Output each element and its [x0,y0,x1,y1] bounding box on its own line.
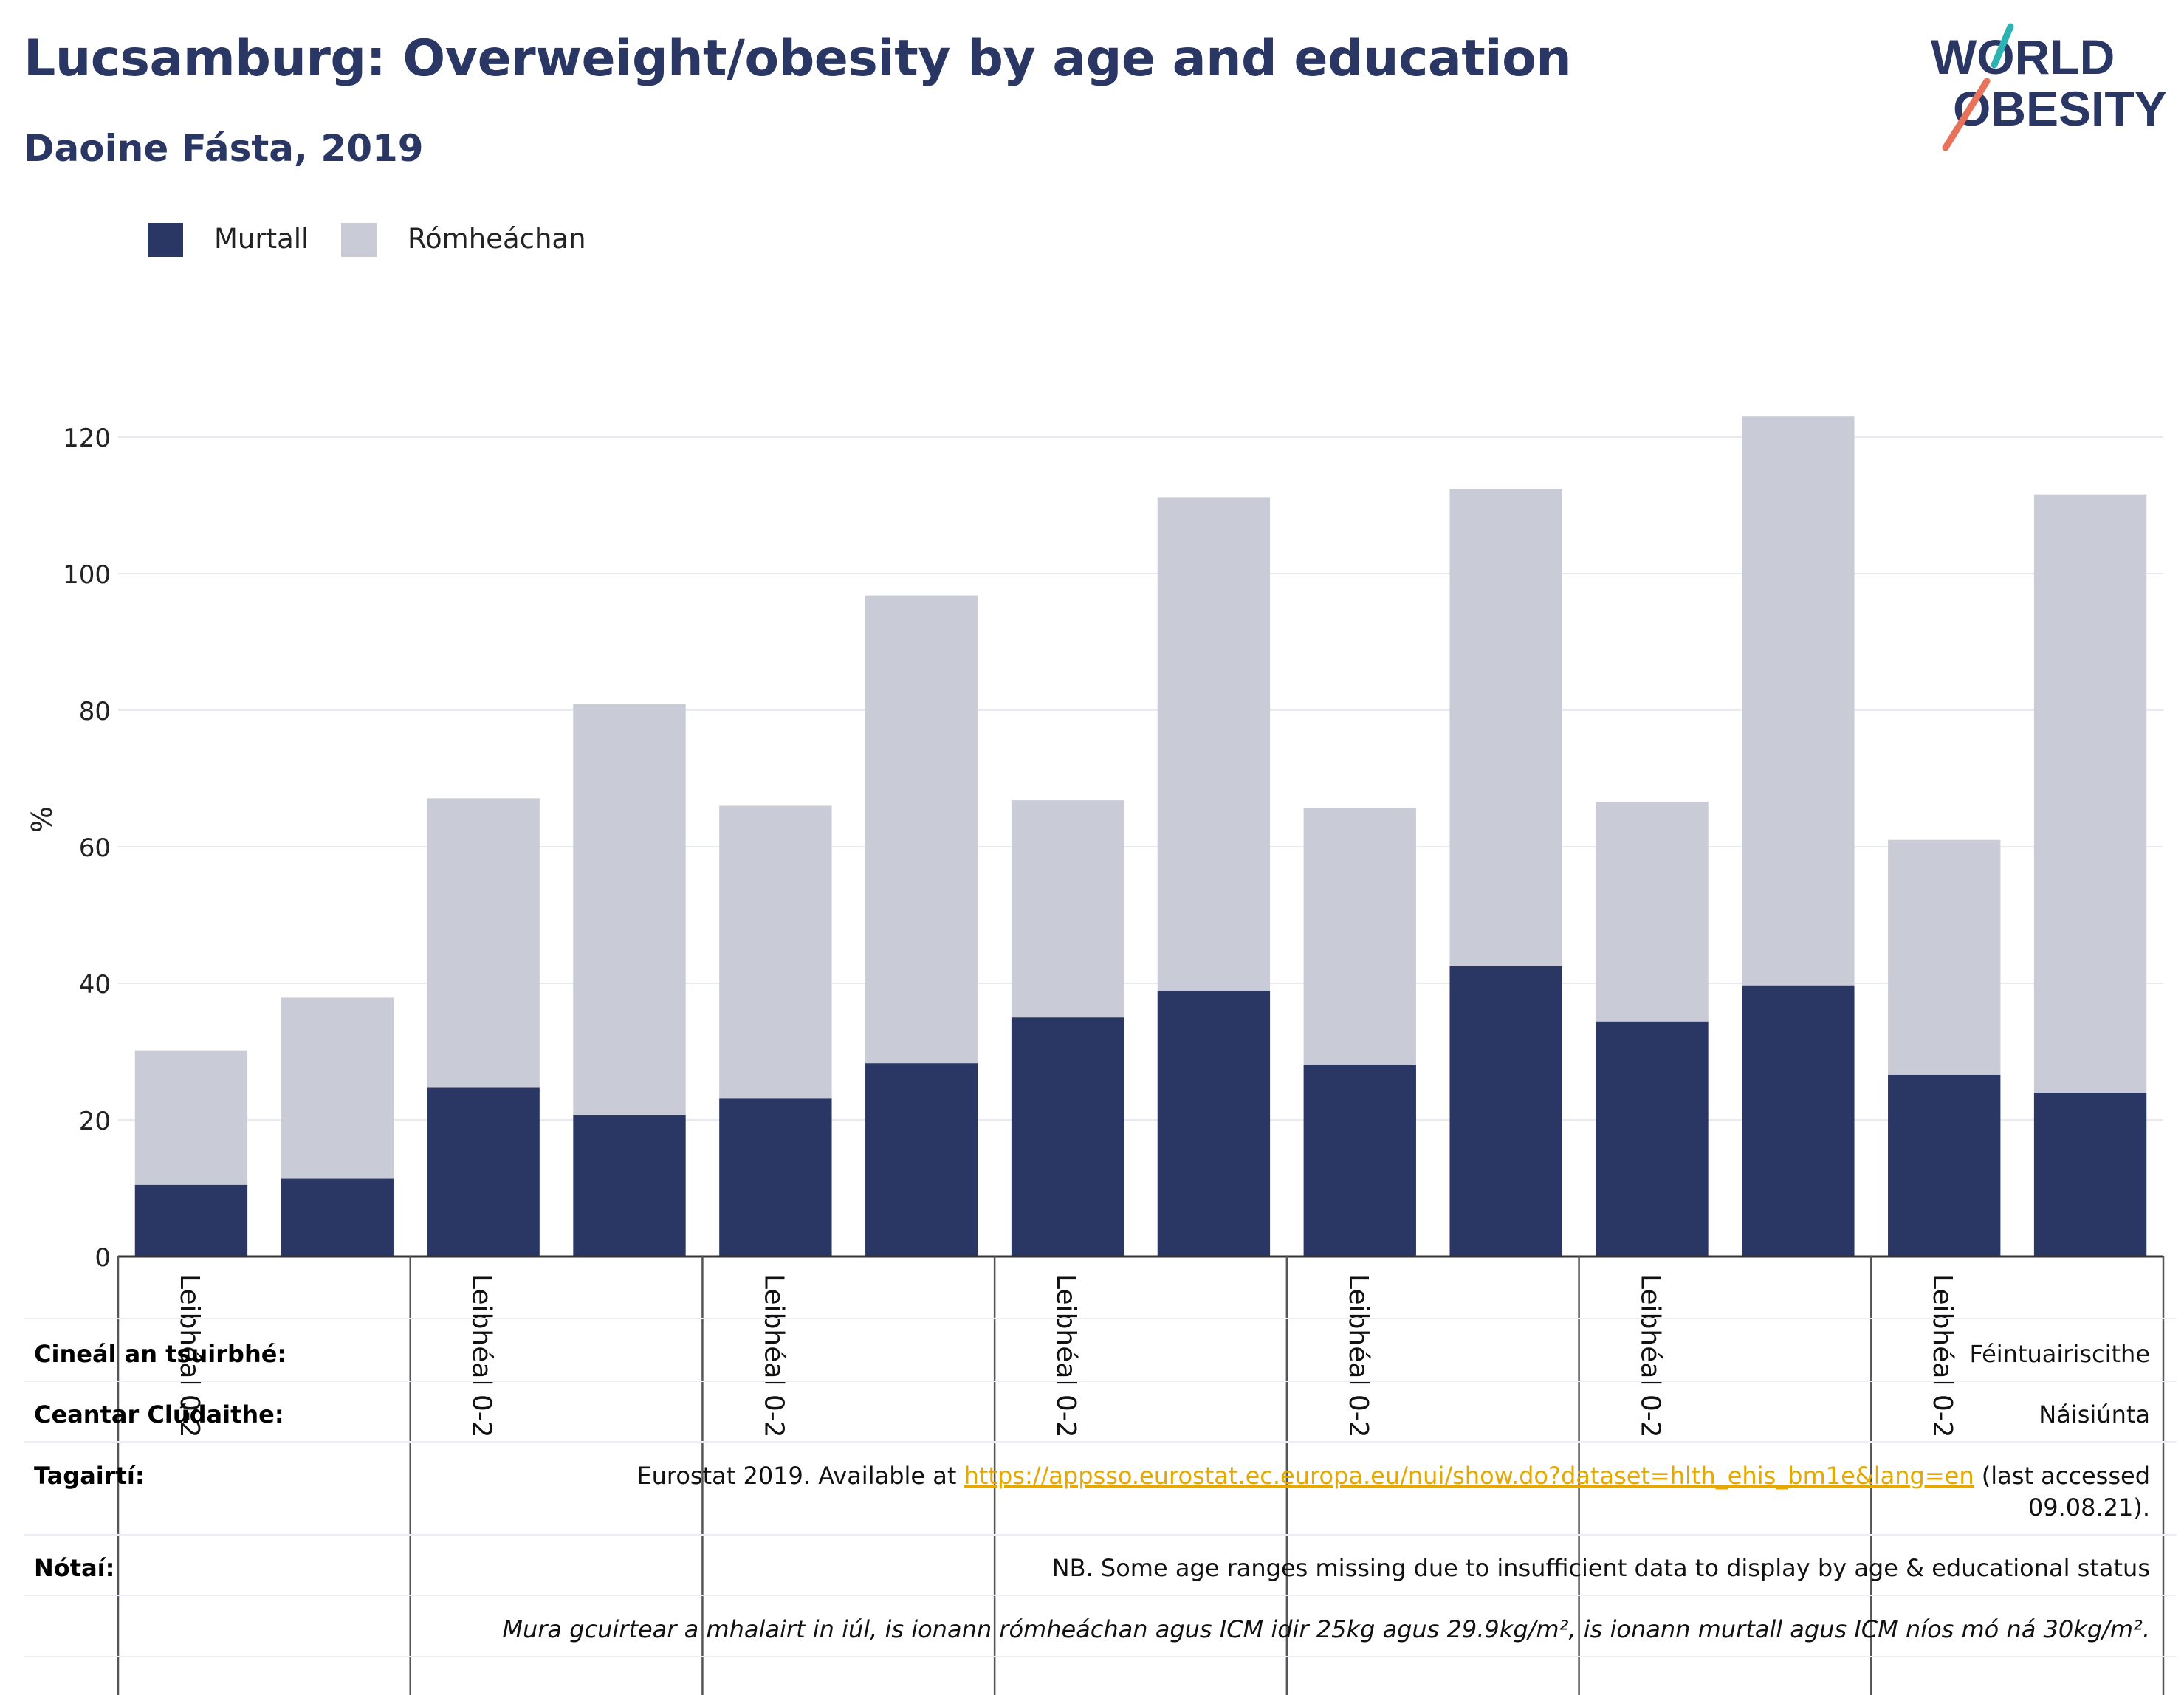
meta-divider [24,1595,2177,1596]
bar-obese [865,1063,978,1256]
x-tick-label: Leibhéal 0-2 [467,1274,497,1438]
x-tick-label: Leibhéal 0-2 [1051,1274,1081,1438]
meta-divider [24,1441,2177,1443]
bar-obese [134,1184,248,1256]
x-tick-label: Leibhéal 0-2 [758,1274,789,1438]
references-value: Eurostat 2019. Available at https://apps… [636,1462,2150,1490]
bar-overweight [1303,808,1416,1065]
bar-overweight [719,805,832,1099]
x-axis-tick-labels: Leibhéal 0-2 Leibhéal 0-2 Leibhéal 0-2 Leib… [174,1274,1957,1438]
x-tick-label: Leibhéal 0-2 [1343,1274,1373,1438]
y-tick-label: 100 [63,560,111,590]
gridlines [118,436,2163,1121]
bar-obese [1888,1074,2001,1256]
bar-overweight [427,798,540,1088]
legend-swatch-obese [148,223,183,257]
legend-label-obese: Murtall [214,223,309,255]
meta-divider [24,1656,2177,1657]
references-text-after: (last accessed [1974,1462,2150,1490]
y-tick-label: 40 [79,970,111,1000]
chart-title: Lucsamburg: Overweight/obesity by age an… [24,30,1572,88]
bar-overweight [1157,497,1271,991]
logo-line1: WORLD [1931,30,2115,84]
bar-overweight [2033,494,2147,1093]
bar-obese [2033,1093,2147,1256]
bars [134,416,2147,1256]
bar-obese [1157,991,1271,1256]
legend-swatch-overweight [341,223,377,257]
logo-line2: OBESITY [1953,81,2167,136]
chart-subtitle: Daoine Fásta, 2019 [24,127,424,170]
notes-label: Nótaí: [34,1554,115,1582]
bar-overweight [134,1050,248,1185]
bar-overweight [1596,801,1709,1022]
references-text: Eurostat 2019. Available at [636,1462,964,1490]
references-link[interactable]: https://appsso.eurostat.ec.europa.eu/nui… [964,1462,1974,1490]
y-tick-label: 20 [79,1107,111,1136]
bar-overweight [1742,416,1855,986]
survey-type-label: Cineál an tsuirbhé: [34,1340,287,1368]
world-obesity-logo: WORLD OBESITY [1931,23,2167,151]
area-value: Náisiúnta [2039,1400,2150,1428]
bar-obese [1742,985,1855,1256]
meta-divider [24,1381,2177,1382]
survey-type-value: Féintuairiscithe [1969,1340,2150,1368]
bar-obese [427,1087,540,1256]
logo-orange-stroke [1942,78,1991,151]
x-tick-label: Leibhéal 0-2 [174,1274,205,1438]
y-tick-label: 0 [95,1243,111,1273]
notes-line2: Mura gcuirtear a mhalairt in iúl, is ion… [502,1615,2150,1643]
x-tick-label: Leibhéal 0-2 [1635,1274,1666,1438]
bar-obese [1303,1065,1416,1256]
x-tick-label: Leibhéal 0-2 [1927,1274,1957,1438]
bar-obese [1596,1021,1709,1256]
logo-teal-stroke [1991,23,2014,69]
bar-overweight [281,997,394,1179]
y-axis-ticks: 0 20 40 60 80 100 120 [63,424,111,1273]
meta-divider [24,1534,2177,1536]
bar-obese [281,1178,394,1256]
meta-divider [24,1318,2177,1319]
bar-obese [573,1115,686,1256]
bar-overweight [1011,800,1124,1018]
bar-overweight [573,704,686,1115]
y-tick-label: 80 [79,697,111,726]
bar-obese [1449,966,1562,1256]
bar-overweight [865,595,978,1064]
x-axis [117,1255,2165,1695]
bar-obese [1011,1017,1124,1256]
notes-line1: NB. Some age ranges missing due to insuf… [1051,1554,2150,1582]
references-label: Tagairtí: [34,1462,145,1490]
references-value-line2: 09.08.21). [2027,1493,2150,1522]
legend-label-overweight: Rómheáchan [408,223,586,255]
area-label: Ceantar Clúdaithe: [34,1400,284,1428]
bar-overweight [1449,489,1562,966]
y-tick-label: 120 [63,424,111,453]
bar-obese [719,1098,832,1256]
y-tick-label: 60 [79,833,111,863]
bar-overweight [1888,839,2001,1075]
y-axis-label: % [26,806,58,833]
